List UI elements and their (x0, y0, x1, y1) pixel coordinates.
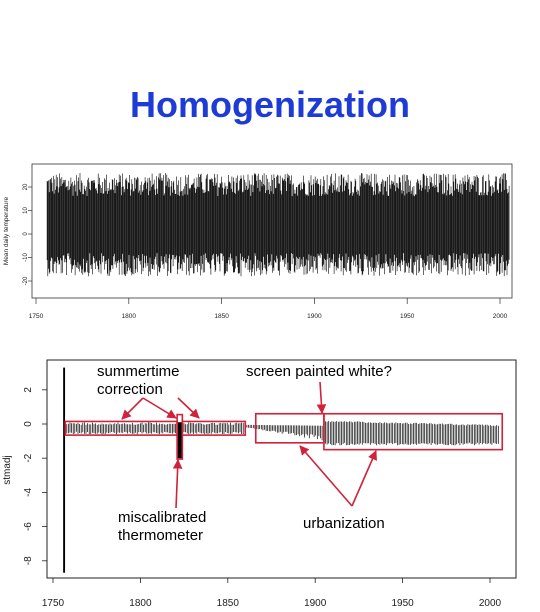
x-tick-label: 1850 (217, 598, 240, 609)
y-tick-label: -20 (23, 276, 29, 285)
x-tick-label: 1950 (400, 313, 415, 320)
arrow-urbanization-1 (299, 445, 353, 507)
arrow-miscalibrated (172, 459, 183, 509)
arrow-urbanization-2 (351, 450, 377, 507)
adjustment-segment-1 (63, 367, 66, 573)
y-tick-label: -10 (23, 253, 29, 262)
annotation-miscal-2: thermometer (118, 527, 203, 544)
y-tick-label: 20 (23, 183, 29, 190)
annotation-miscal-1: miscalibrated (118, 509, 206, 526)
box-urban-period (323, 412, 504, 451)
temperature-series (46, 173, 510, 277)
adjustment-chart: 2 0 -2 -4 -6 -8 stmadj 1750 1800 1850 1900 1950 2000 (2, 359, 517, 609)
adjustment-segment-4 (182, 422, 246, 435)
annotations: summertime correction screen painted whi… (97, 363, 392, 544)
arrow-screen (316, 381, 327, 414)
y-tick-label: -2 (23, 453, 34, 462)
adjustment-segment-5 (244, 424, 325, 441)
box-mid-period (181, 420, 247, 436)
x-tick-label: 1900 (307, 313, 322, 320)
annotation-urbanization: urbanization (303, 515, 385, 532)
annotation-summertime-2: correction (97, 381, 163, 398)
plot-frame (46, 359, 517, 579)
annotation-summertime-1: summertime (97, 363, 180, 380)
x-tick-label: 1800 (129, 598, 152, 609)
x-tick-label: 1900 (304, 598, 327, 609)
adjustment-segment-2 (64, 422, 176, 435)
annotation-screen: screen painted white? (246, 363, 392, 380)
y-tick-label: -4 (23, 488, 34, 497)
y-tick-label: 10 (23, 207, 29, 214)
adjustment-segment-6 (323, 420, 499, 446)
x-tick-label: 1750 (42, 598, 65, 609)
y-tick-label: 2 (23, 387, 34, 393)
x-tick-label: 1800 (122, 313, 137, 320)
x-tick-label: 2000 (479, 598, 502, 609)
x-tick-label: 1750 (29, 313, 44, 320)
temperature-chart: 20 10 0 -10 -20 Mean daily temperature 1750 180… (3, 163, 513, 320)
y-axis-label: stmadj (2, 455, 13, 484)
y-tick-label: 0 (23, 232, 29, 236)
y-tick-label: 0 (23, 421, 34, 427)
y-tick-label: -6 (23, 522, 34, 531)
y-axis-label: Mean daily temperature (3, 196, 10, 265)
y-tick-label: -8 (23, 556, 34, 565)
slide-title: Homogenization (130, 84, 410, 125)
plot-frame (31, 163, 513, 299)
arrow-summertime-3 (177, 397, 200, 419)
x-tick-label: 2000 (493, 313, 508, 320)
arrow-summertime-2 (142, 397, 177, 419)
x-tick-label: 1950 (391, 598, 414, 609)
arrow-summertime-1 (121, 397, 144, 420)
x-tick-label: 1850 (214, 313, 229, 320)
